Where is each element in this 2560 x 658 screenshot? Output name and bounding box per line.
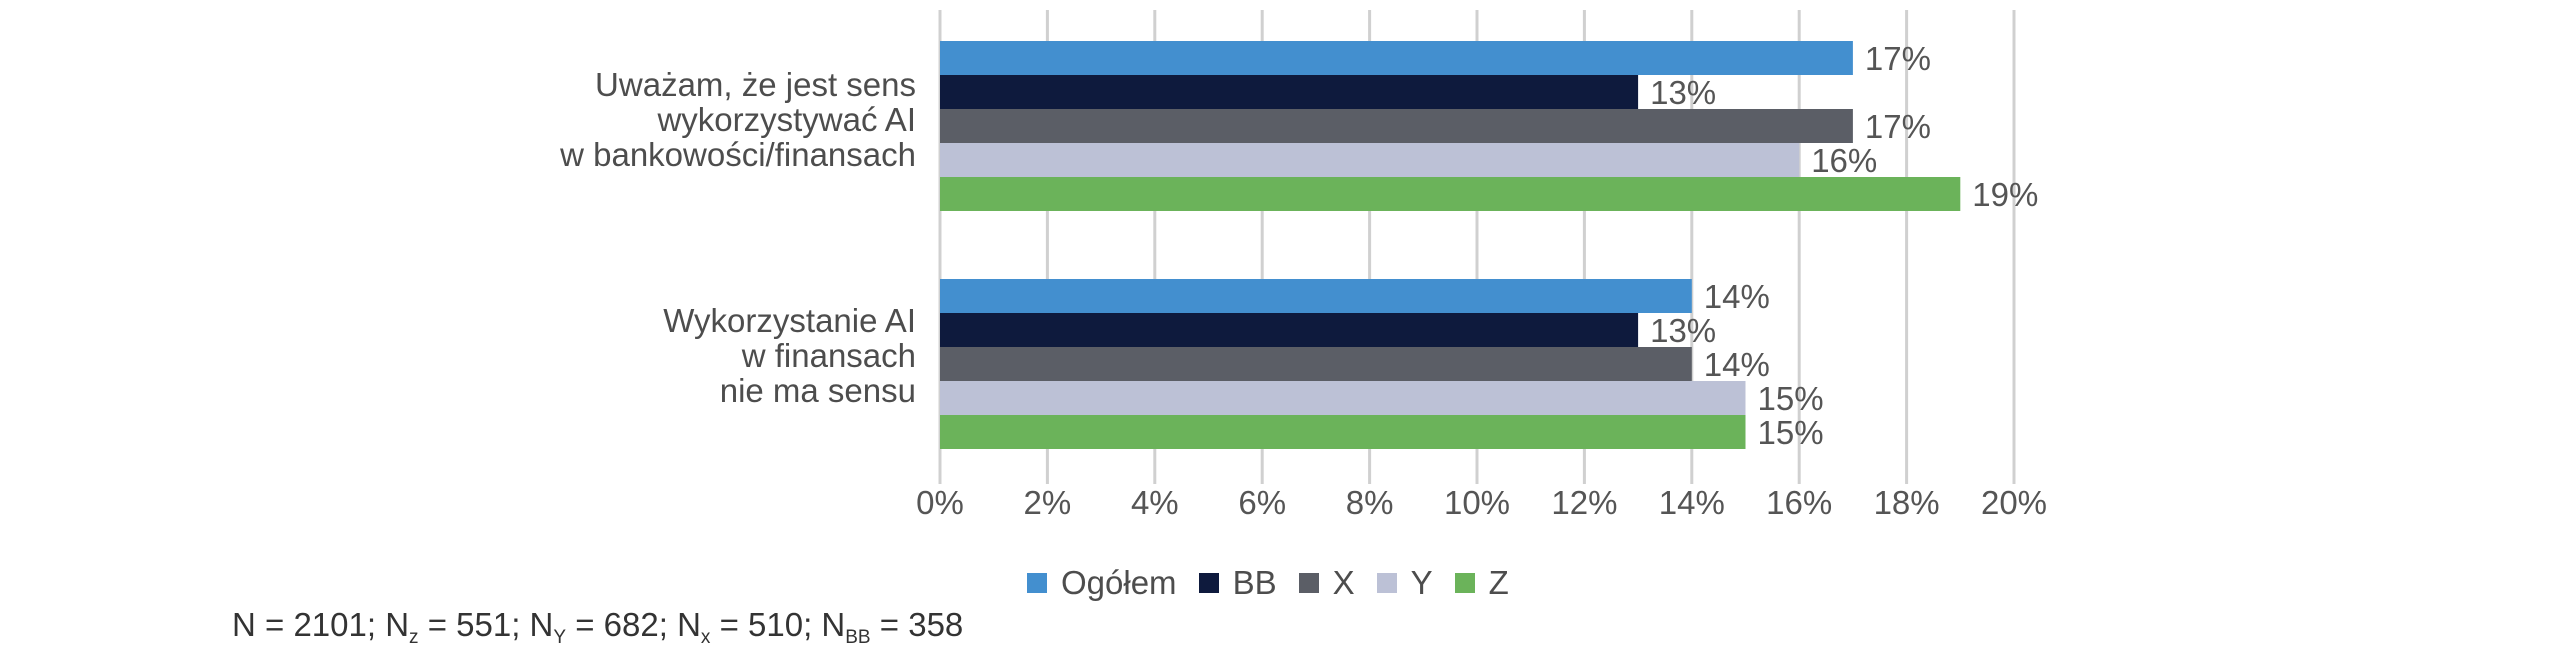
sample-size-footnote: N = 2101; Nz = 551; NY = 682; Nx = 510; … [232, 606, 964, 648]
x-tick-label: 0% [916, 484, 964, 521]
x-tick-label: 6% [1238, 484, 1286, 521]
data-label: 14% [1704, 278, 1770, 315]
x-tick-label: 20% [1981, 484, 2047, 521]
value-labels: 17%13%17%16%19%14%13%14%15%15% [1650, 40, 2038, 451]
legend-label: X [1332, 564, 1355, 601]
x-tick-label: 16% [1766, 484, 1832, 521]
legend-item: X [1298, 564, 1355, 602]
x-tick-label: 14% [1659, 484, 1725, 521]
category-label: Wykorzystanie AI w finansach nie ma sensu [663, 302, 916, 409]
legend-swatch [1454, 573, 1475, 593]
bar-bb [940, 75, 1639, 109]
bar-y [940, 143, 1800, 177]
bar-z [940, 177, 1961, 211]
data-label: 13% [1650, 312, 1716, 349]
legend-item: Y [1376, 564, 1433, 602]
legend-label: Z [1488, 564, 1509, 601]
legend-item: Ogółem [1027, 564, 1177, 602]
data-label: 15% [1758, 414, 1824, 451]
bars [940, 41, 1961, 449]
x-tick-label: 8% [1346, 484, 1394, 521]
bar-x [940, 347, 1692, 381]
legend-swatch [1198, 573, 1219, 593]
data-label: 16% [1811, 142, 1877, 179]
x-tick-label: 4% [1131, 484, 1179, 521]
bar-y [940, 381, 1746, 415]
data-label: 19% [1972, 176, 2038, 213]
legend-label: Y [1410, 564, 1433, 601]
legend-label: Ogółem [1061, 564, 1177, 601]
category-label: Uważam, że jest sens wykorzystywać AI w ba… [560, 66, 916, 173]
legend-swatch [1027, 573, 1047, 593]
legend-swatch [1298, 573, 1319, 593]
bar-bb [940, 313, 1639, 347]
x-tick-label: 12% [1551, 484, 1617, 521]
legend-item: Z [1454, 564, 1509, 602]
x-tick-label: 18% [1874, 484, 1940, 521]
legend: Ogółem BB X Y Z [1027, 564, 1531, 602]
data-label: 13% [1650, 74, 1716, 111]
bar-ogółem [940, 41, 1853, 75]
x-axis-ticks: 0% 2% 4% 6% 8% 10% 12% 14% 16% 18% 20% [916, 484, 2047, 521]
data-label: 17% [1865, 108, 1931, 145]
data-label: 15% [1758, 380, 1824, 417]
legend-item: BB [1198, 564, 1277, 602]
data-label: 17% [1865, 40, 1931, 77]
x-tick-label: 2% [1024, 484, 1072, 521]
bar-x [940, 109, 1853, 143]
bar-z [940, 415, 1746, 449]
data-label: 14% [1704, 346, 1770, 383]
bar-ogółem [940, 279, 1692, 313]
legend-swatch [1376, 573, 1397, 593]
x-tick-label: 10% [1444, 484, 1510, 521]
legend-label: BB [1232, 564, 1277, 601]
